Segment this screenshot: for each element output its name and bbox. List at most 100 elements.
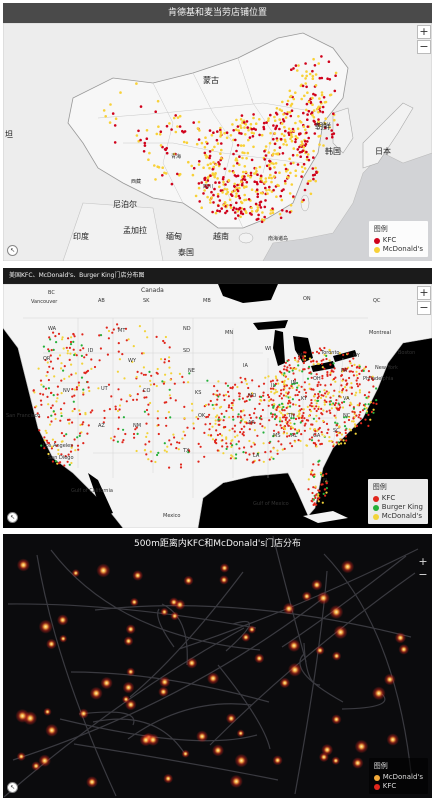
- mcdonalds-dot: [190, 402, 194, 405]
- mcdonalds-dot: [369, 401, 372, 404]
- us-locate-button[interactable]: ↖: [7, 512, 18, 523]
- label-toronto: Toronto: [321, 350, 340, 356]
- china-locate-button[interactable]: ↖: [7, 245, 18, 256]
- mcdonalds-dot: [310, 470, 313, 473]
- kfc-dot: [275, 416, 278, 419]
- kfc-dot: [255, 181, 259, 184]
- kfc-dot: [261, 408, 264, 412]
- kfc-dot: [246, 458, 249, 461]
- mcdonalds-dot: [308, 383, 311, 386]
- kfc-dot: [289, 442, 292, 445]
- kfc-dot: [349, 370, 353, 373]
- kfc-dot: [303, 188, 307, 192]
- label-mi: MI: [298, 353, 304, 359]
- legend-item-mcdonalds[interactable]: McDonald's: [373, 245, 423, 254]
- burger-king-dot: [317, 399, 320, 402]
- label-ok: OK: [198, 413, 206, 419]
- kfc-dot: [287, 391, 290, 394]
- china-map-panel[interactable]: 肯德基和麦当劳店铺位置 + − 蒙古 朝鲜 韩国 日本 尼泊尔 印度 缅甸 越南…: [3, 3, 432, 261]
- zoom-in-button[interactable]: +: [418, 555, 428, 568]
- mcdonalds-dot: [330, 403, 333, 406]
- kfc-dot: [207, 403, 210, 406]
- zoom-out-button[interactable]: −: [418, 568, 428, 581]
- mcdonalds-dot: [285, 432, 289, 435]
- mcdonalds-dot: [241, 156, 244, 160]
- zoom-in-button[interactable]: +: [417, 25, 431, 39]
- burger-king-dot: [345, 416, 348, 419]
- mcdonalds-dot: [294, 169, 298, 172]
- mcdonalds-dot: [81, 362, 84, 365]
- legend-item-mcdonalds[interactable]: McDonald's: [372, 512, 423, 521]
- city-map-legend: 图例 McDonald's KFC: [368, 758, 428, 794]
- mcdonalds-dot: [222, 180, 225, 184]
- store-glow: [125, 624, 136, 635]
- mcdonalds-dot: [280, 122, 284, 125]
- kfc-dot: [55, 444, 59, 447]
- kfc-dot: [243, 414, 246, 417]
- mcdonalds-dot: [312, 405, 315, 408]
- kfc-dot: [244, 451, 247, 454]
- kfc-dot: [371, 378, 375, 381]
- zoom-in-button[interactable]: +: [417, 286, 431, 300]
- label-ny: NY: [353, 353, 360, 359]
- kfc-dot: [269, 380, 273, 383]
- kfc-dot: [216, 433, 219, 437]
- mcdonalds-dot: [291, 427, 294, 430]
- us-map-canvas[interactable]: [3, 268, 432, 528]
- mcdonalds-dot: [239, 118, 243, 121]
- legend-item-burger-king[interactable]: Burger King: [372, 503, 423, 512]
- kfc-dot: [178, 441, 181, 444]
- kfc-dot: [280, 443, 283, 446]
- mcdonalds-dot: [289, 94, 293, 98]
- legend-item-kfc[interactable]: KFC: [372, 494, 423, 503]
- kfc-dot: [334, 402, 337, 405]
- kfc-dot: [303, 351, 306, 354]
- mcdonalds-dot: [320, 91, 324, 94]
- kfc-dot: [262, 391, 265, 394]
- city-map-canvas[interactable]: [3, 534, 432, 798]
- mcdonalds-dot: [164, 373, 167, 376]
- mcdonalds-dot: [222, 183, 225, 186]
- road-line: [303, 642, 321, 686]
- kfc-dot: [46, 371, 49, 374]
- burger-king-dot: [136, 432, 139, 435]
- kfc-dot: [306, 113, 309, 116]
- kfc-dot: [107, 383, 111, 386]
- mcdonalds-dot: [51, 438, 55, 441]
- kfc-dot: [330, 133, 334, 136]
- kfc-dot: [292, 67, 295, 70]
- kfc-dot: [283, 416, 286, 419]
- mcdonalds-dot: [294, 121, 297, 125]
- mcdonalds-dot: [270, 390, 273, 393]
- zoom-out-button[interactable]: −: [417, 301, 431, 315]
- city-locate-button[interactable]: ↖: [7, 782, 18, 793]
- kfc-dot: [283, 409, 286, 412]
- china-map-canvas[interactable]: [3, 3, 432, 261]
- kfc-dot: [213, 187, 216, 191]
- store-glow: [219, 563, 230, 573]
- mcdonalds-dot: [283, 374, 287, 377]
- kfc-dot: [323, 488, 326, 491]
- city-map-panel[interactable]: 500m距离内KFC和McDonald's门店分布 + − ↖ 图例 McDon…: [3, 534, 432, 798]
- mcdonalds-dot: [123, 377, 126, 380]
- kfc-dot: [220, 412, 223, 415]
- legend-item-mcdonalds[interactable]: McDonald's: [373, 773, 423, 782]
- mcdonalds-dot: [228, 429, 231, 432]
- mcdonalds-dot: [267, 163, 271, 167]
- kfc-dot: [44, 358, 47, 362]
- us-map-panel[interactable]: 美国KFC、McDonald's、Burger King门店分布图 + − Ca…: [3, 268, 432, 528]
- legend-item-kfc[interactable]: KFC: [373, 236, 423, 245]
- burger-king-dot: [235, 443, 238, 446]
- zoom-out-button[interactable]: −: [417, 40, 431, 54]
- kfc-dot: [216, 389, 219, 392]
- kfc-dot: [293, 356, 296, 360]
- mcdonalds-dot: [70, 446, 73, 449]
- kfc-dot: [212, 193, 215, 197]
- kfc-dot: [361, 409, 365, 412]
- mcdonalds-dot: [285, 170, 288, 173]
- kfc-dot: [173, 436, 176, 439]
- mcdonalds-dot: [118, 358, 121, 361]
- legend-item-kfc[interactable]: KFC: [373, 782, 423, 791]
- kfc-dot: [233, 211, 237, 214]
- kfc-dot: [285, 416, 288, 419]
